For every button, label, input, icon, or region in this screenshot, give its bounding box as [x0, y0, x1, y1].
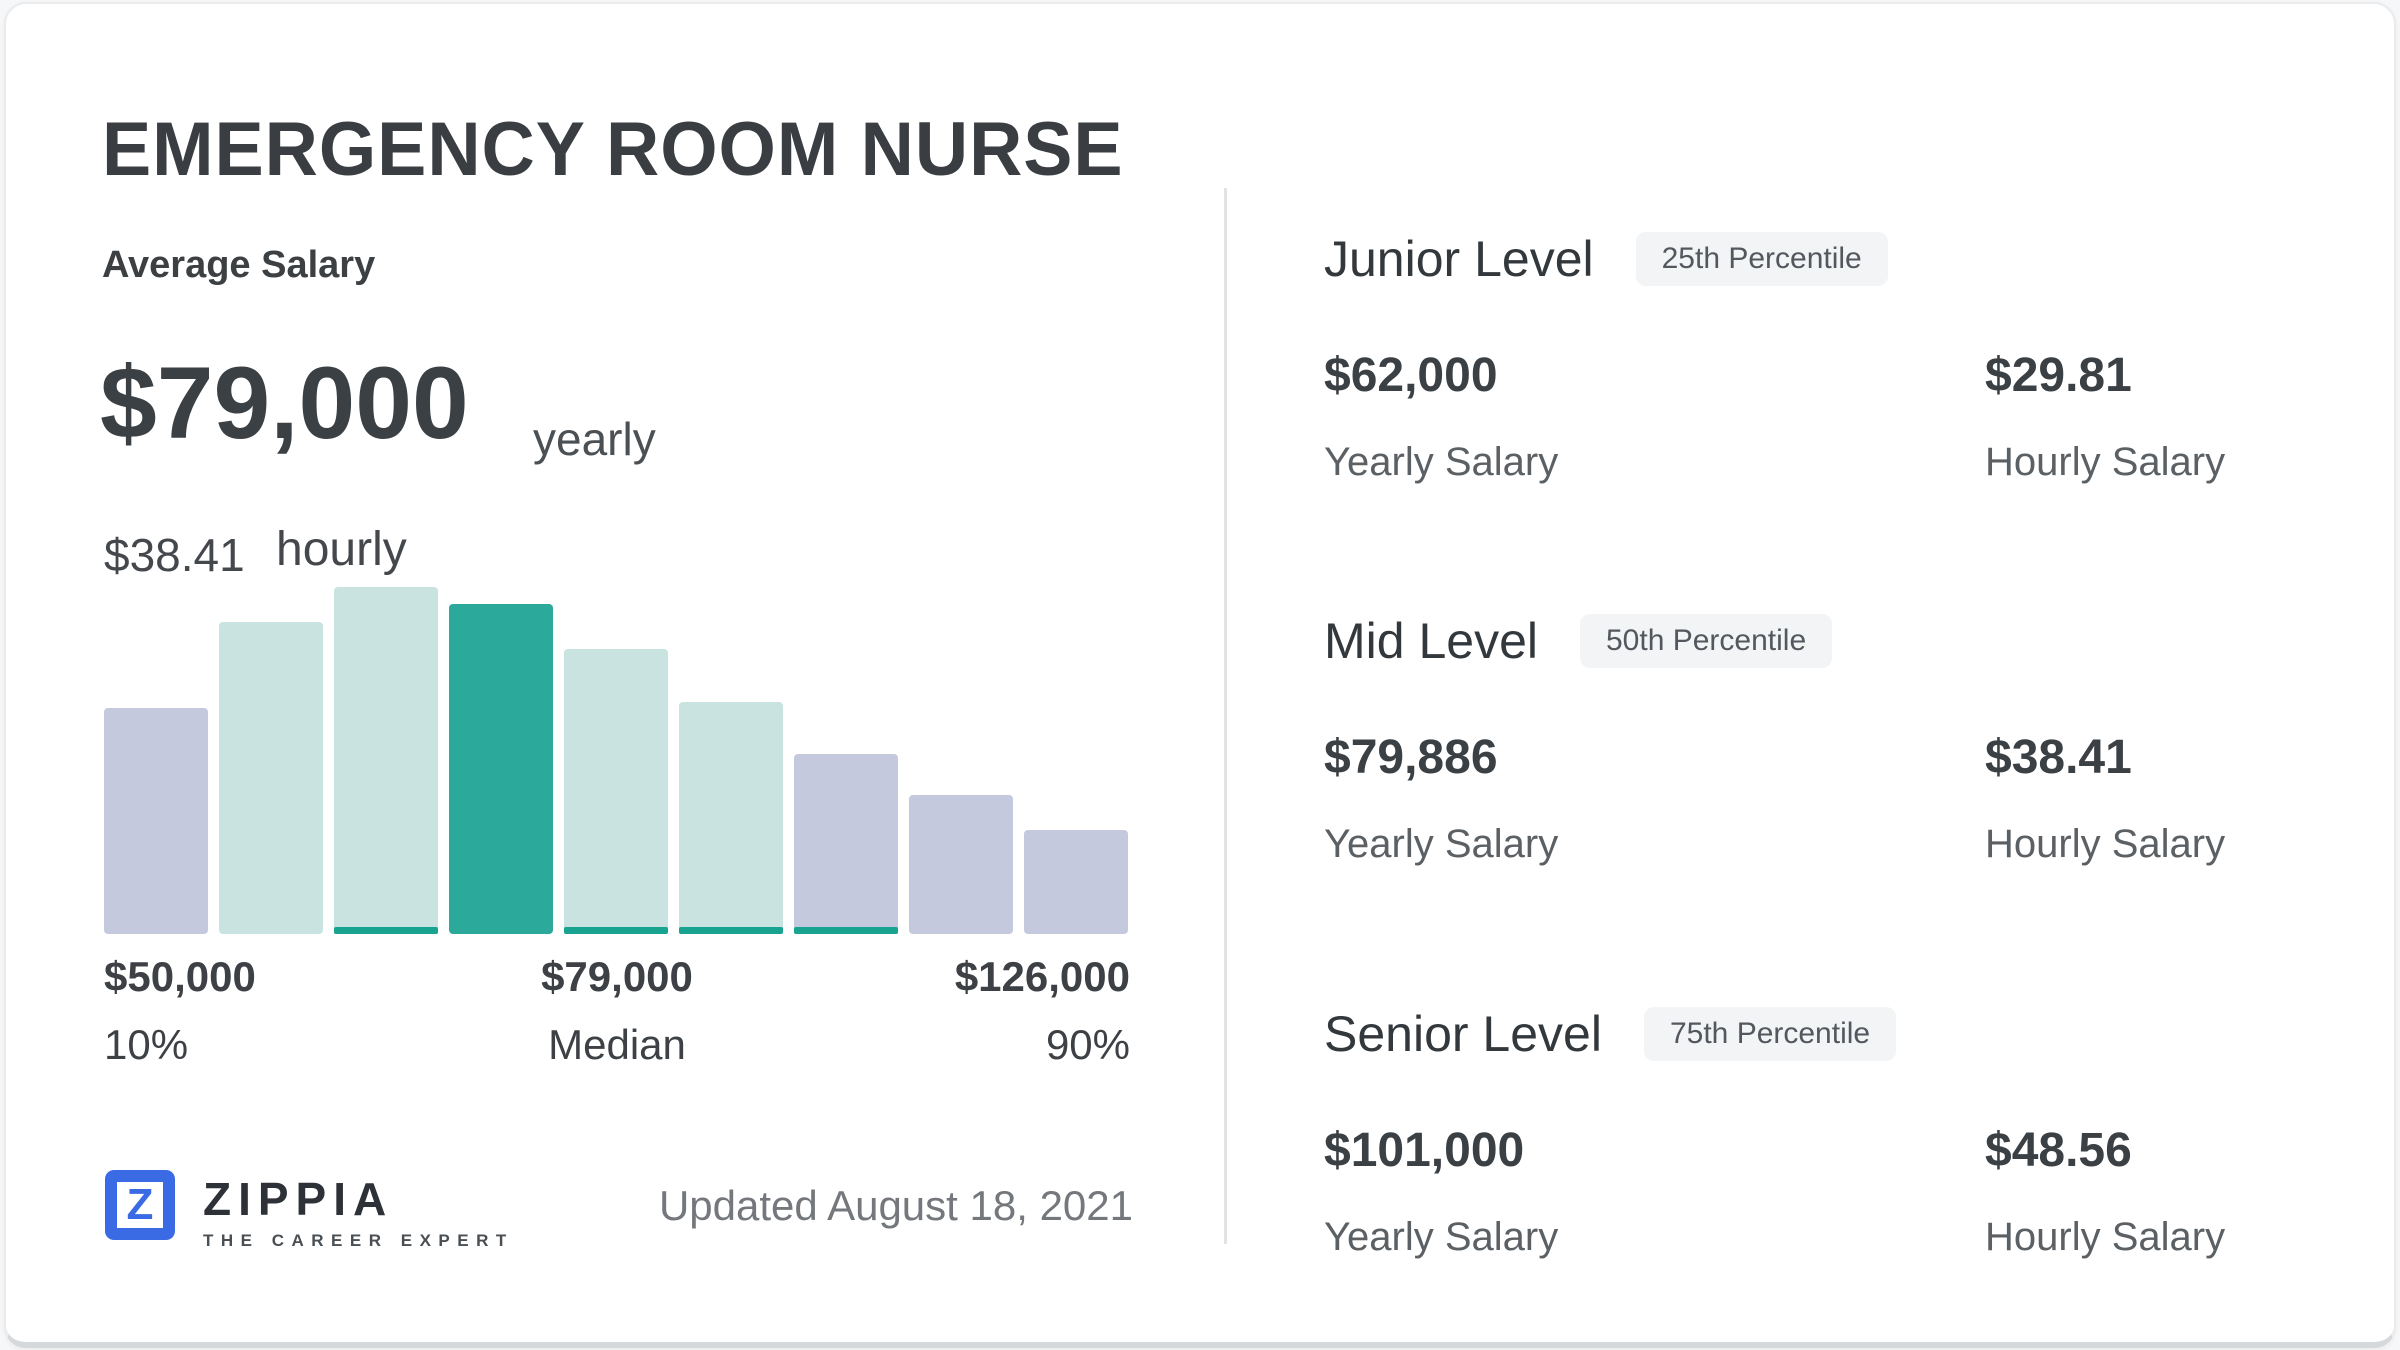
- histogram-bar: [564, 649, 668, 934]
- axis-marker-label: 90%: [1045, 1021, 1130, 1068]
- salary-histogram: [104, 587, 1130, 934]
- infographic-card: EMERGENCY ROOM NURSE Average Salary $79,…: [4, 2, 2396, 1348]
- hourly-salary-value: $48.56: [1985, 1124, 2132, 1177]
- average-yearly-unit: yearly: [533, 413, 656, 465]
- zippia-logo: Z ZIPPIA THE CAREER EXPERT: [105, 1170, 514, 1251]
- average-salary-label: Average Salary: [102, 244, 376, 286]
- yearly-salary-value: $62,000: [1324, 349, 1498, 402]
- zippia-z-glyph: Z: [126, 1180, 154, 1229]
- histogram-bar: [679, 702, 783, 934]
- hourly-salary-value: $29.81: [1985, 349, 2132, 402]
- brand-tagline: THE CAREER EXPERT: [203, 1231, 514, 1250]
- histogram-bar: [909, 795, 1013, 934]
- average-hourly-unit: hourly: [276, 523, 407, 576]
- updated-date: Updated August 18, 2021: [658, 1182, 1133, 1229]
- vertical-divider: [1224, 188, 1227, 1244]
- histogram-bar: [104, 708, 208, 934]
- axis-marker-median: $79,000 Median: [104, 956, 1130, 1066]
- hourly-salary-label: Hourly Salary: [1985, 440, 2226, 484]
- hourly-salary-label: Hourly Salary: [1985, 1215, 2226, 1259]
- level-title: Mid Level: [1324, 613, 1538, 669]
- yearly-salary-value: $101,000: [1324, 1124, 1525, 1177]
- page-title: EMERGENCY ROOM NURSE: [102, 107, 1124, 192]
- yearly-salary-label: Yearly Salary: [1324, 1215, 1559, 1259]
- zippia-logo-text: ZIPPIA THE CAREER EXPERT: [203, 1170, 514, 1251]
- yearly-salary-value: $79,886: [1324, 731, 1498, 784]
- histogram-axis-labels: $50,000 10% $79,000 Median $126,000 90%: [104, 956, 1130, 1086]
- level-title: Senior Level: [1324, 1006, 1602, 1062]
- axis-marker-label: 10%: [104, 1021, 189, 1068]
- yearly-salary-label: Yearly Salary: [1324, 822, 1559, 866]
- histogram-bar-underline: [794, 927, 898, 934]
- level-section-mid: Mid Level 50th Percentile $79,886 Yearly…: [1324, 611, 2246, 911]
- axis-marker-label: Median: [548, 1021, 686, 1068]
- axis-marker-value: $79,000: [541, 953, 693, 1000]
- axis-marker-value: $50,000: [104, 953, 256, 1000]
- level-section-senior: Senior Level 75th Percentile $101,000 Ye…: [1324, 1004, 2246, 1304]
- histogram-bar: [794, 754, 898, 934]
- average-yearly-value: $79,000: [100, 346, 469, 460]
- percentile-badge: 50th Percentile: [1580, 614, 1833, 668]
- percentile-badge: 75th Percentile: [1643, 1007, 1897, 1061]
- hourly-salary-label: Hourly Salary: [1985, 822, 2226, 866]
- histogram-bar-underline: [564, 927, 668, 934]
- axis-marker-value: $126,000: [954, 953, 1130, 1000]
- level-title: Junior Level: [1324, 231, 1594, 287]
- percentile-badge: 25th Percentile: [1635, 232, 1888, 286]
- axis-marker-90th: $126,000 90%: [955, 956, 1130, 1066]
- yearly-salary-label: Yearly Salary: [1324, 440, 1559, 484]
- brand-name: ZIPPIA: [203, 1173, 394, 1225]
- level-section-junior: Junior Level 25th Percentile $62,000 Yea…: [1324, 229, 2246, 529]
- histogram-bar: [1024, 830, 1128, 934]
- histogram-bar: [219, 622, 323, 934]
- histogram-bar-underline: [679, 927, 783, 934]
- hourly-salary-value: $38.41: [1985, 731, 2132, 784]
- histogram-bar: [449, 604, 553, 934]
- histogram-bar: [334, 587, 438, 934]
- histogram-bar-underline: [334, 927, 438, 934]
- zippia-logo-icon: Z: [105, 1170, 175, 1240]
- axis-marker-10th: $50,000 10%: [104, 956, 256, 1066]
- average-hourly-value: $38.41: [104, 529, 245, 581]
